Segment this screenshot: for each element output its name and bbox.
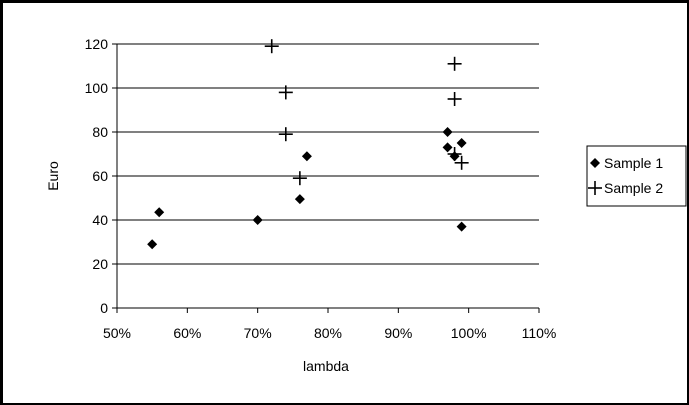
legend-marker-1 [590,158,600,168]
legend-label-2: Sample 2 [604,180,663,196]
data-point-sample-1 [456,221,467,232]
y-tick-label: 0 [100,300,108,316]
data-point-sample-2 [454,155,469,170]
data-point-sample-1 [442,142,453,153]
legend-marker-2 [588,181,602,195]
data-point-sample-1 [442,127,453,137]
data-point-sample-1 [301,151,312,162]
x-tick-label: 80% [314,325,342,341]
data-point-sample-1 [252,215,263,225]
y-tick-label: 20 [92,256,108,272]
y-tick-label: 40 [92,212,108,228]
data-point-sample-2 [264,39,279,54]
data-point-sample-1 [147,239,158,250]
data-point-sample-2 [447,92,462,106]
x-tick-label: 100% [451,325,487,341]
legend: Sample 1 Sample 2 [586,145,687,207]
x-tick-label: 60% [173,325,201,341]
y-tick-label: 80 [92,124,108,140]
tick-labels: 0 20 40 60 80 100 120 50% 60% 70% 80% 90% 100% 110% [85,36,557,341]
x-tick-label: 90% [384,325,412,341]
data-points [147,39,469,250]
data-point-sample-2 [292,171,307,186]
data-point-sample-1 [154,207,165,218]
data-point-sample-2 [447,147,462,161]
gridlines [117,43,539,265]
y-tick-label: 60 [92,168,108,184]
x-axis-label: lambda [303,358,349,374]
x-tick-label: 70% [244,325,272,341]
data-point-sample-1 [456,138,467,148]
y-tick-label: 100 [85,80,109,96]
x-tick-label: 50% [103,325,131,341]
data-point-sample-2 [278,127,293,142]
data-point-sample-2 [278,85,293,100]
legend-box [586,145,687,207]
data-point-sample-1 [294,194,305,205]
legend-label-1: Sample 1 [604,155,663,171]
y-axis-label: Euro [45,161,61,191]
y-tick-label: 120 [85,36,109,52]
axes [112,43,540,313]
data-point-sample-2 [447,56,462,71]
x-tick-label: 110% [522,325,557,341]
